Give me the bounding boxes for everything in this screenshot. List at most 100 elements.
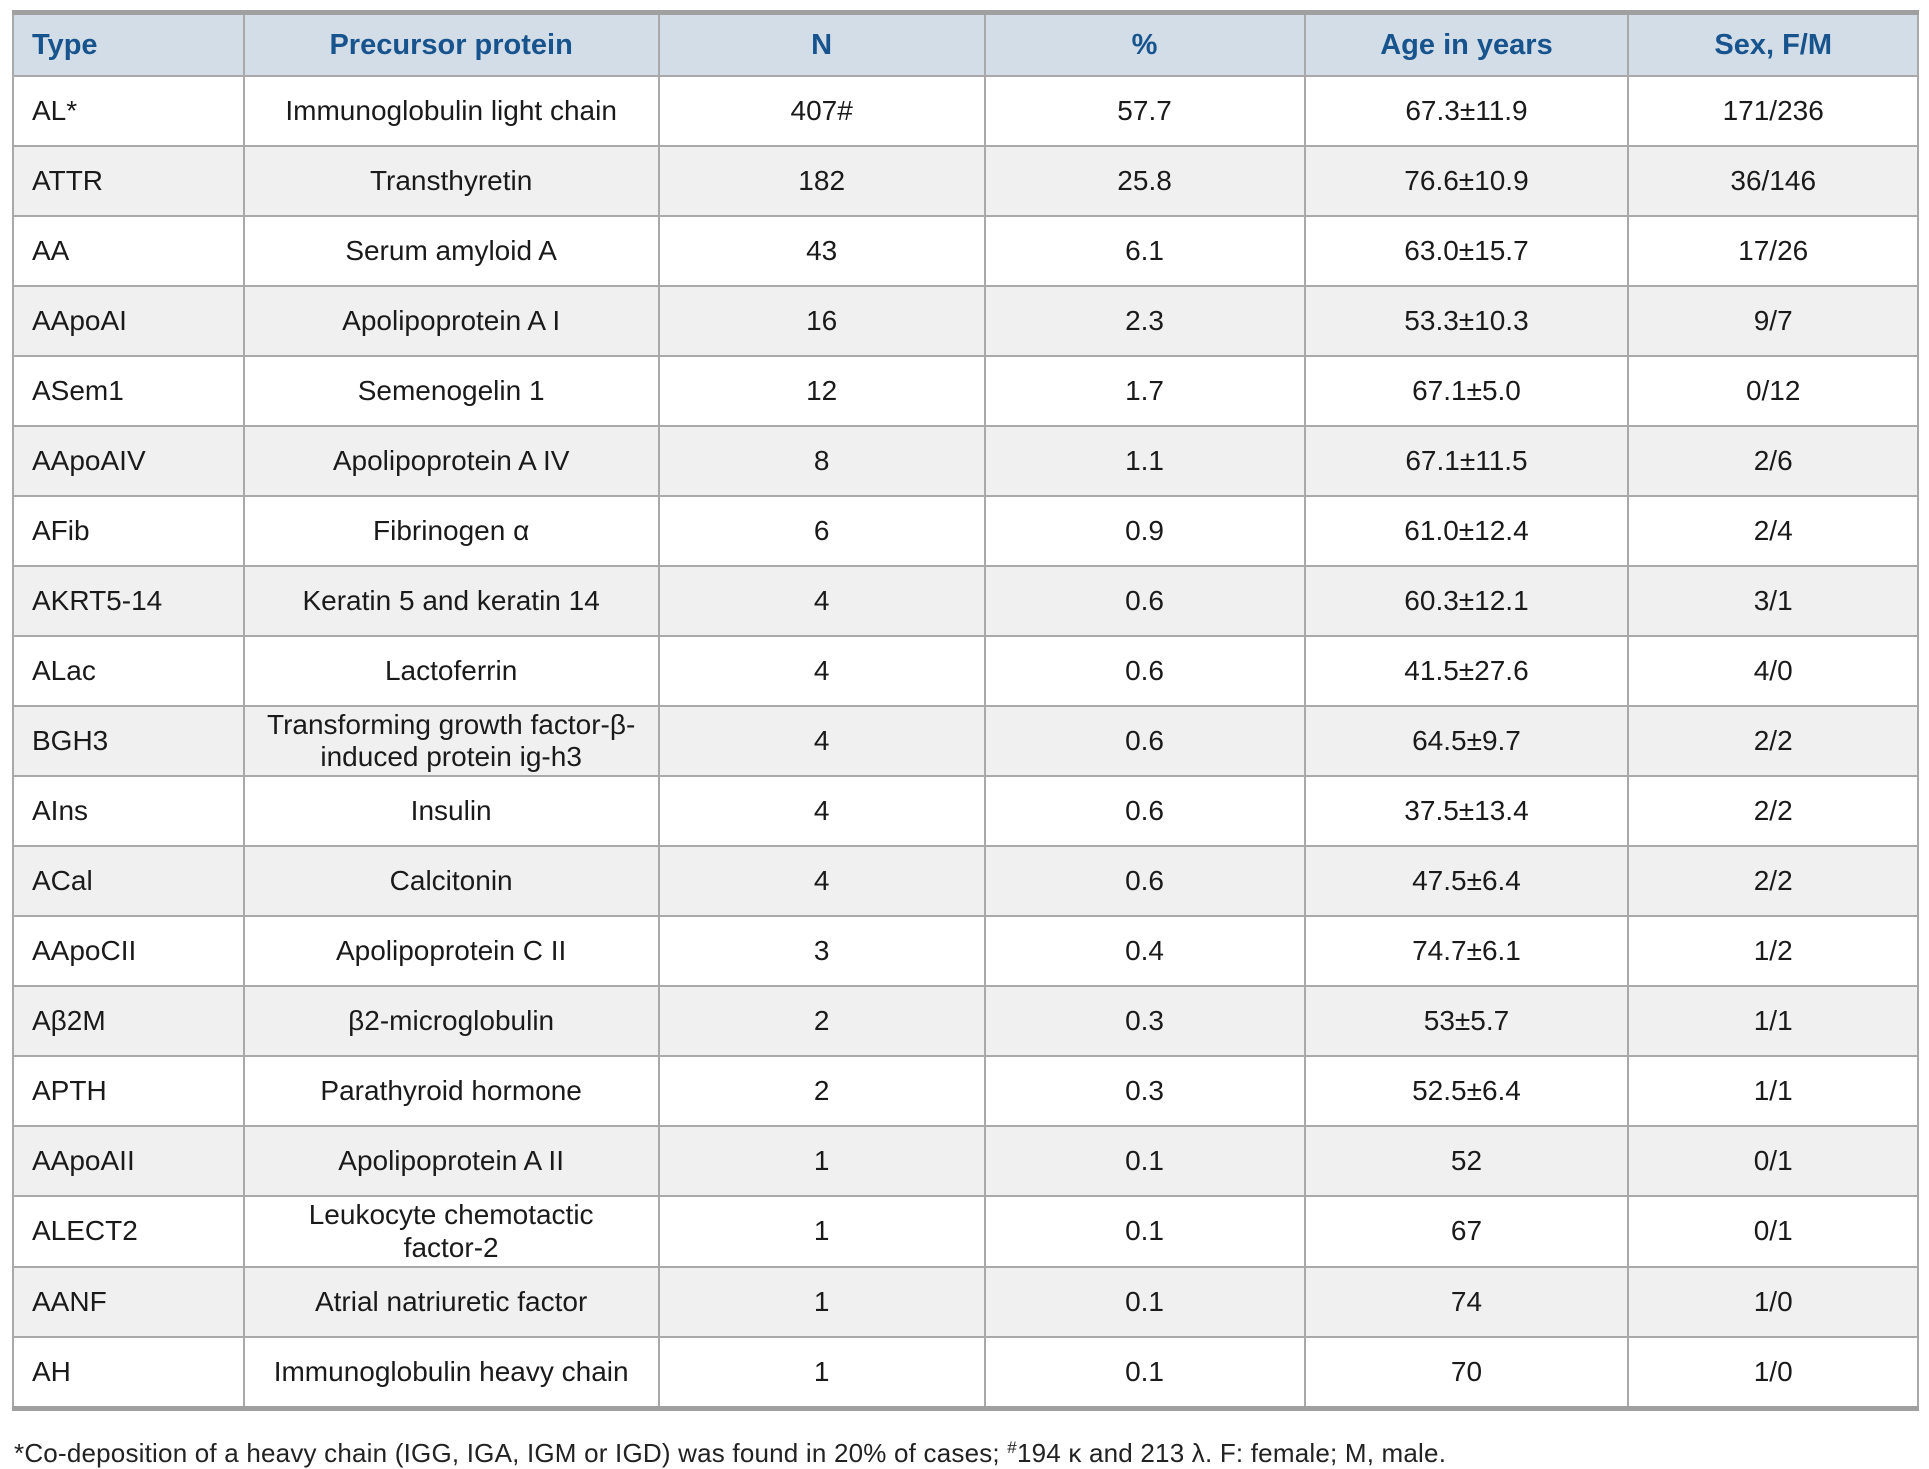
cell-type: AApoAII <box>12 1125 245 1198</box>
cell-sex: 2/2 <box>1627 845 1919 918</box>
amyloid-types-table: Type Precursor protein N% Age in years Sex, … <box>12 10 1919 1411</box>
footnote-text-before: *Co-deposition of a heavy chain (IGG, IG… <box>14 1437 1008 1468</box>
cell-n: 407# <box>657 75 986 147</box>
cell-age: 53±5.7 <box>1303 985 1630 1058</box>
table-row: BGH3 Transforming growth factor-β- induce… <box>12 704 1919 778</box>
cell-n: 43 <box>657 215 986 287</box>
cell-pct: 0.1 <box>983 1265 1306 1338</box>
cell-pct: 0.6 <box>983 845 1306 918</box>
table-row: ALac Lactoferrin 4 0.6 41.5±27.6 4/0 <box>12 635 1919 707</box>
cell-precursor: Apolipoprotein A I <box>242 285 660 357</box>
cell-pct: 0.6 <box>983 775 1306 848</box>
cell-sex: 1/1 <box>1627 1055 1919 1128</box>
column-header-n: N <box>657 11 986 77</box>
cell-precursor: Calcitonin <box>242 845 660 918</box>
column-header-pct: % <box>983 11 1306 77</box>
cell-sex: 2/4 <box>1627 495 1919 567</box>
cell-age: 61.0±12.4 <box>1303 495 1630 567</box>
cell-n: 2 <box>657 985 986 1058</box>
table-row: ASem1 Semenogelin 1 12 1.7 67.1±5.0 0/12 <box>12 355 1919 427</box>
cell-n: 16 <box>657 285 986 357</box>
column-header-sex: Sex, F/M <box>1627 11 1919 77</box>
cell-type: ALac <box>12 635 245 707</box>
cell-type: AFib <box>12 495 245 567</box>
cell-age: 60.3±12.1 <box>1303 565 1630 637</box>
cell-age: 67.3±11.9 <box>1303 75 1630 147</box>
cell-n: 3 <box>657 915 986 988</box>
cell-sex: 1/1 <box>1627 985 1919 1058</box>
cell-precursor: Immunoglobulin heavy chain <box>242 1335 660 1410</box>
table-row: ATTR Transthyretin 182 25.8 76.6±10.9 36/146 <box>12 145 1919 217</box>
cell-precursor: Leukocyte chemotactic factor-2 <box>242 1195 660 1268</box>
table-row: AApoAI Apolipoprotein A I 16 2.3 53.3±10.3 9/… <box>12 285 1919 357</box>
cell-type: AApoAIV <box>12 425 245 497</box>
cell-precursor: Fibrinogen α <box>242 495 660 567</box>
table-row: AApoAIV Apolipoprotein A IV 8 1.1 67.1±11.5 2… <box>12 425 1919 497</box>
cell-sex: 9/7 <box>1627 285 1919 357</box>
cell-pct: 0.6 <box>983 635 1306 707</box>
cell-precursor: Serum amyloid A <box>242 215 660 287</box>
cell-age: 53.3±10.3 <box>1303 285 1630 357</box>
cell-type: ATTR <box>12 145 245 217</box>
cell-age: 41.5±27.6 <box>1303 635 1630 707</box>
cell-n: 182 <box>657 145 986 217</box>
cell-type: ALECT2 <box>12 1195 245 1268</box>
cell-n: 1 <box>657 1195 986 1268</box>
cell-precursor: Keratin 5 and keratin 14 <box>242 565 660 637</box>
column-header-age: Age in years <box>1303 11 1630 77</box>
cell-sex: 17/26 <box>1627 215 1919 287</box>
cell-age: 74 <box>1303 1265 1630 1338</box>
cell-age: 76.6±10.9 <box>1303 145 1630 217</box>
cell-n: 4 <box>657 775 986 848</box>
cell-sex: 3/1 <box>1627 565 1919 637</box>
footnote-hash-superscript: # <box>1007 1437 1017 1457</box>
cell-precursor: Lactoferrin <box>242 635 660 707</box>
cell-sex: 2/2 <box>1627 775 1919 848</box>
cell-sex: 1/0 <box>1627 1265 1919 1338</box>
table-row: AL* Immunoglobulin light chain 407# 57.7 67.… <box>12 75 1919 147</box>
cell-precursor: Semenogelin 1 <box>242 355 660 427</box>
cell-n: 4 <box>657 704 986 778</box>
cell-age: 67.1±5.0 <box>1303 355 1630 427</box>
cell-type: ASem1 <box>12 355 245 427</box>
cell-n: 1 <box>657 1265 986 1338</box>
cell-type: AApoCII <box>12 915 245 988</box>
cell-pct: 0.9 <box>983 495 1306 567</box>
cell-type: AA <box>12 215 245 287</box>
cell-pct: 6.1 <box>983 215 1306 287</box>
cell-n: 1 <box>657 1125 986 1198</box>
header-row: Type Precursor protein N% Age in years Sex, … <box>12 11 1919 77</box>
table-row: AApoAII Apolipoprotein A II 1 0.1 52 0/1 <box>12 1125 1919 1198</box>
cell-sex: 1/0 <box>1627 1335 1919 1410</box>
cell-sex: 2/2 <box>1627 704 1919 778</box>
table-row: AH Immunoglobulin heavy chain 1 0.1 70 1/0 <box>12 1335 1919 1410</box>
cell-age: 74.7±6.1 <box>1303 915 1630 988</box>
cell-n: 2 <box>657 1055 986 1128</box>
cell-age: 67 <box>1303 1195 1630 1268</box>
cell-age: 37.5±13.4 <box>1303 775 1630 848</box>
cell-sex: 2/6 <box>1627 425 1919 497</box>
cell-precursor: Insulin <box>242 775 660 848</box>
cell-sex: 0/1 <box>1627 1195 1919 1268</box>
cell-age: 63.0±15.7 <box>1303 215 1630 287</box>
cell-type: AIns <box>12 775 245 848</box>
table-row: AFib Fibrinogen α 6 0.9 61.0±12.4 2/4 <box>12 495 1919 567</box>
cell-sex: 4/0 <box>1627 635 1919 707</box>
cell-type: AL* <box>12 75 245 147</box>
cell-pct: 0.4 <box>983 915 1306 988</box>
footnote-text-after: 194 κ and 213 λ. F: female; M, male. <box>1016 1437 1447 1468</box>
cell-pct: 2.3 <box>983 285 1306 357</box>
table-row: APTH Parathyroid hormone 2 0.3 52.5±6.4 1/1 <box>12 1055 1919 1128</box>
cell-type: AH <box>12 1335 245 1410</box>
cell-type: AANF <box>12 1265 245 1338</box>
cell-sex: 0/12 <box>1627 355 1919 427</box>
cell-precursor: Immunoglobulin light chain <box>242 75 660 147</box>
cell-n: 4 <box>657 565 986 637</box>
cell-pct: 0.1 <box>983 1125 1306 1198</box>
cell-pct: 0.3 <box>983 985 1306 1058</box>
cell-sex: 1/2 <box>1627 915 1919 988</box>
cell-precursor: Parathyroid hormone <box>242 1055 660 1128</box>
cell-pct: 0.3 <box>983 1055 1306 1128</box>
cell-precursor: Transthyretin <box>242 145 660 217</box>
